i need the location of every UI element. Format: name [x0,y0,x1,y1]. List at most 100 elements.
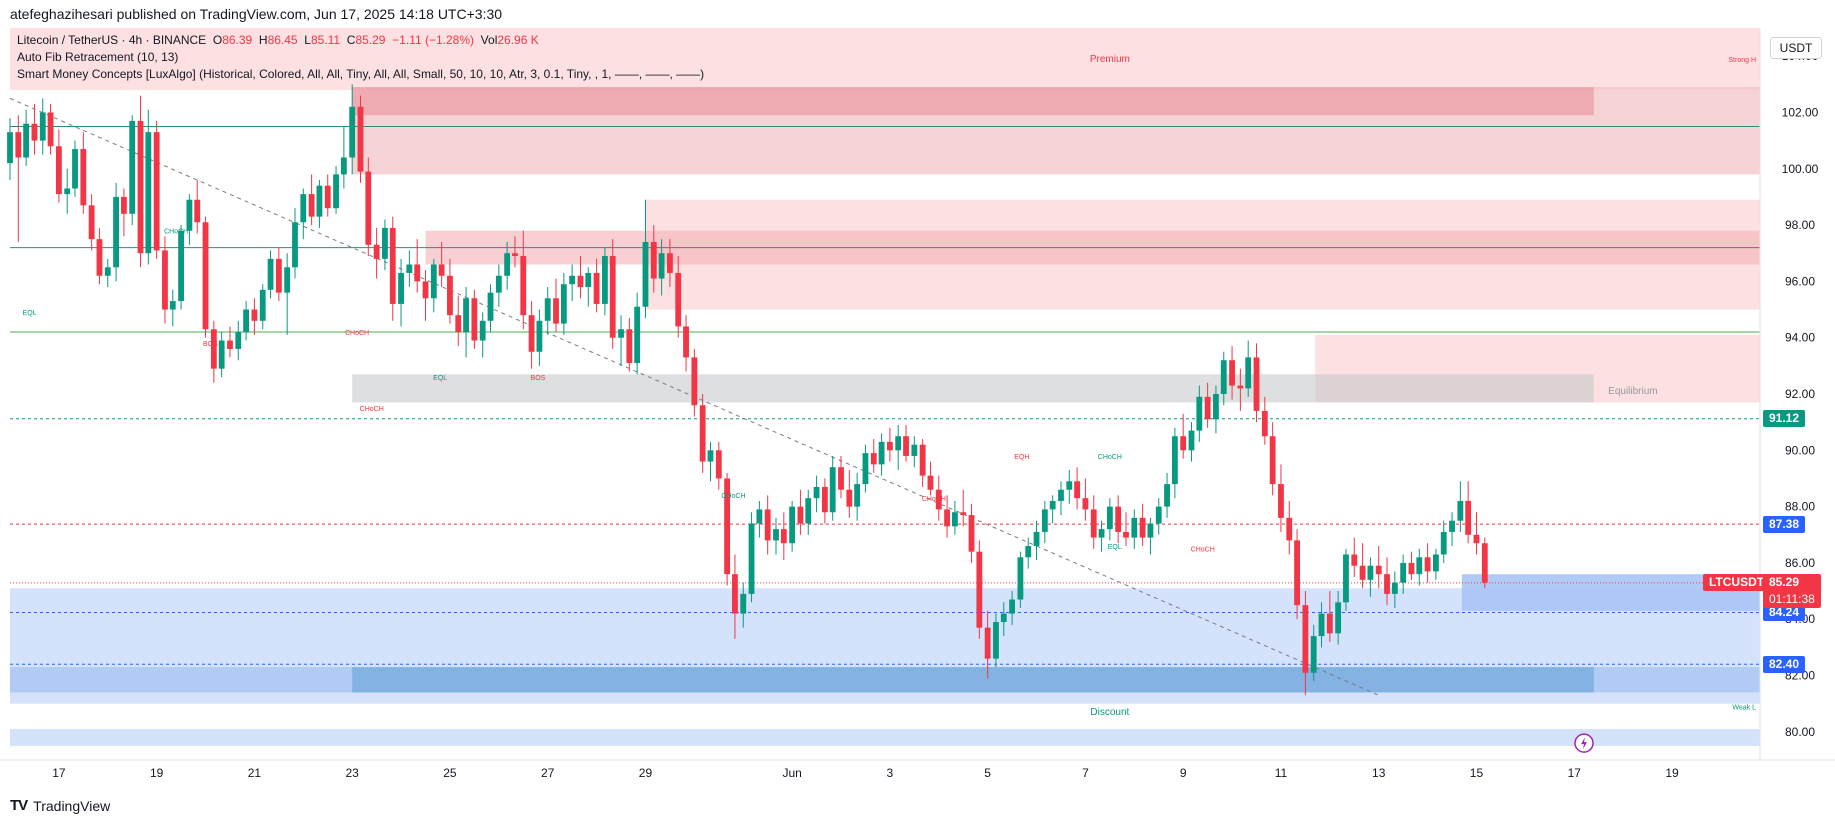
candle-body [797,506,804,524]
candle-body [406,264,413,273]
candle-body [1481,543,1488,583]
x-tick-label: 17 [52,766,66,780]
last-price-tag: 85.29 01:11:38 [1763,574,1821,609]
candle-body [838,467,844,490]
candle-body [1408,562,1415,575]
candle-body [1449,520,1455,532]
close-value: 85.29 [355,33,386,47]
structure-label: CHoCH [922,496,946,503]
candle-body [1278,484,1284,518]
candle-body [821,486,828,513]
candle-body [699,405,706,462]
candle-body [805,498,812,524]
candle-body [1017,557,1024,600]
candle-body [544,298,551,321]
y-tick-label: 98.00 [1785,218,1815,232]
candle-body [715,450,722,479]
candle-body [153,132,160,251]
candle-body [707,450,714,462]
candle-body [993,622,999,659]
candle-body [120,196,127,214]
low-value: 85.11 [310,33,341,47]
x-tick-label: 15 [1470,766,1484,780]
candle-body [495,275,502,293]
candle-body [1375,565,1382,575]
candle-body [162,250,168,310]
candle-body [593,272,600,304]
candle-body [528,315,535,352]
candle-body [1147,523,1154,538]
candle-body [47,112,54,147]
candle-body [935,489,942,510]
candle-body [1318,613,1325,637]
candle-body [960,512,967,516]
x-tick-label: 27 [541,766,555,780]
candle-body [1041,509,1048,532]
candle-body [560,284,567,324]
candle-body [438,264,445,276]
candle-body [1269,436,1276,485]
candle-body [585,272,592,288]
candle-body [895,436,902,451]
tradingview-brand: TradingView [33,798,111,814]
open-label: O [212,33,223,47]
candle-body [780,529,787,544]
candle-body [479,320,486,341]
candle-body [976,551,983,628]
candle-body [1302,605,1309,673]
x-tick-label: 3 [887,766,894,780]
legend-smc[interactable]: Smart Money Concepts [LuxAlgo] (Historic… [17,66,704,82]
x-tick-label: 23 [345,766,359,780]
x-tick-label: Jun [782,766,801,780]
candle-body [968,515,975,552]
candle-body [1351,554,1358,566]
candle-body [1123,531,1129,538]
x-tick-label: 17 [1568,766,1582,780]
candle-body [658,253,665,279]
tradingview-footer[interactable]: TV TradingView [10,796,110,816]
candle-body [7,132,13,164]
legend-fib[interactable]: Auto Fib Retracement (10, 13) [17,49,178,65]
candle-body [536,320,543,352]
candle-body [984,627,991,659]
x-tick-label: 19 [150,766,164,780]
candle-body [1090,509,1097,538]
candle-body [1384,574,1390,594]
symbol-name[interactable]: Litecoin / TetherUS · 4h · BINANCE [17,33,207,47]
candle-body [1416,557,1423,575]
candle-body [829,467,836,513]
candle-body [316,185,323,217]
candle-body [389,227,396,304]
bar-countdown: 01:11:38 [1769,592,1815,607]
candle-body [373,244,380,259]
structure-label: BOS [531,375,546,382]
currency-button[interactable]: USDT [1770,37,1822,59]
smc-indicator-label: Smart Money Concepts [LuxAlgo] (Historic… [17,67,705,81]
open-value: 86.39 [222,33,253,47]
candle-body [88,205,95,240]
candle-body [471,298,478,341]
candle-body [1082,498,1089,510]
x-tick-label: 5 [984,766,991,780]
price-tag: 82.40 [1763,655,1806,673]
structure-label: CHoCH [721,493,745,500]
candle-body [1009,599,1016,614]
candle-body [740,593,747,614]
structure-label: BOS [203,341,218,348]
y-tick-label: 102.00 [1782,105,1819,119]
x-tick-label: 13 [1372,766,1386,780]
candle-body [1261,410,1268,437]
candle-body [1106,506,1113,530]
candle-body [1204,396,1211,420]
candle-body [398,272,404,304]
candle-body [333,174,339,209]
x-tick-label: 21 [248,766,262,780]
structure-label: EQL [433,375,447,382]
candle-body [553,298,559,324]
candle-body [1074,481,1081,499]
candle-body [1131,517,1138,538]
discount-label: Discount [1090,707,1129,718]
candle-body [1229,360,1235,386]
candle-body [275,258,282,293]
